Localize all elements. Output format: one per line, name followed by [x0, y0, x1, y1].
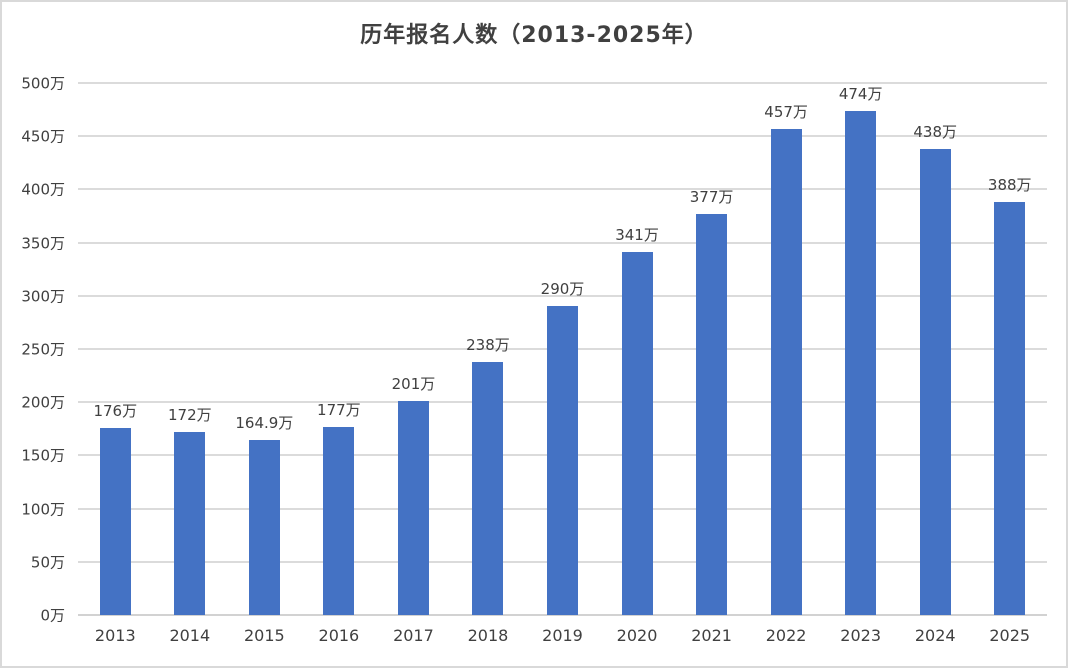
x-tick-label: 2024: [914, 626, 956, 645]
y-tick-label: 150万: [21, 446, 65, 465]
x-tick-label: 2013: [94, 626, 136, 645]
bar-2021: [696, 213, 728, 615]
x-tick-label: 2022: [765, 626, 807, 645]
y-tick-label: 300万: [21, 287, 65, 306]
y-tick-label: 0万: [40, 606, 65, 625]
bar-value-label: 238万: [466, 335, 510, 354]
x-tick-label: 2020: [616, 626, 658, 645]
y-tick-label: 200万: [21, 393, 65, 412]
bar-value-label: 457万: [764, 102, 808, 121]
bar-value-label: 177万: [317, 400, 361, 419]
x-tick-label: 2023: [840, 626, 881, 645]
bar-value-label: 164.9万: [235, 413, 294, 432]
x-tick-label: 2025: [989, 626, 1031, 645]
x-tick-label: 2016: [318, 626, 360, 645]
x-tick-label: 2018: [467, 626, 509, 645]
bar-2017: [397, 401, 429, 615]
gridline: [78, 82, 1047, 84]
bar-2016: [323, 426, 355, 615]
y-tick-label: 400万: [21, 180, 65, 199]
bar-value-label: 388万: [987, 176, 1032, 195]
bar-2013: [99, 427, 131, 615]
bar-value-label: 290万: [540, 280, 585, 299]
x-tick-label: 2021: [691, 626, 732, 645]
bar-value-label: 341万: [615, 226, 659, 245]
gridline: [78, 135, 1047, 138]
bar-value-label: 172万: [167, 406, 212, 424]
bar-2025: [994, 202, 1026, 615]
gridline: [78, 294, 1047, 297]
plot-area: 0万 50万 100万 150万 200万 250万 300万 350万 400万 450万 500…: [21, 75, 1047, 645]
bar-value-label: 474万: [838, 84, 883, 103]
bar-2024: [919, 148, 951, 615]
y-tick-label: 250万: [21, 340, 65, 359]
bar-value-label: 438万: [913, 122, 958, 141]
x-tick-label: 2014: [169, 626, 211, 645]
chart-title: 历年报名人数（2013-2025年）: [360, 23, 708, 48]
gridline: [78, 241, 1047, 244]
bar-2015: [248, 439, 280, 615]
bar-2020: [621, 252, 653, 615]
x-tick-label: 2019: [542, 626, 583, 645]
bar-2018: [472, 361, 504, 615]
y-tick-label: 100万: [21, 500, 65, 519]
y-tick-label: 50万: [30, 553, 65, 572]
x-tick-label: 2017: [393, 626, 434, 645]
y-tick-label: 500万: [21, 74, 65, 93]
bar-value-label: 201万: [391, 375, 436, 394]
bar-2014: [174, 432, 206, 615]
x-axis-line: [78, 614, 1047, 616]
bar-2019: [547, 306, 578, 615]
y-tick-label: 450万: [21, 127, 65, 146]
x-tick-label: 2015: [243, 626, 285, 645]
bar-value-label: 176万: [93, 401, 138, 420]
y-tick-label: 350万: [21, 234, 65, 253]
bar-value-label: 377万: [689, 187, 734, 206]
bar-2023: [845, 110, 877, 615]
bar-2022: [770, 128, 802, 615]
gridline: [78, 188, 1047, 191]
